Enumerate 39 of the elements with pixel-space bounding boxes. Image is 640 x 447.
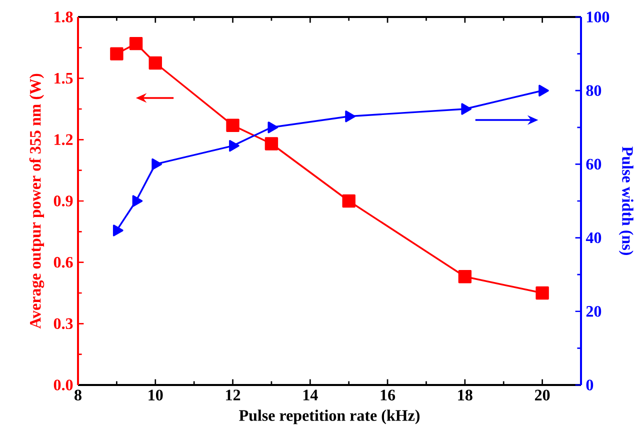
x-tick-label: 14 — [303, 390, 318, 400]
x-tick-label: 12 — [226, 390, 240, 400]
point — [345, 110, 356, 122]
y-tick-label: 0.0 — [54, 380, 73, 390]
y2-tick-label: 100 — [586, 12, 610, 22]
y2-tick-label: 0 — [586, 380, 594, 390]
y-axis-title: Average outpur power of 355 nm (W) — [29, 74, 44, 329]
point — [268, 122, 278, 134]
point — [536, 286, 549, 300]
x-tick-label: 16 — [380, 390, 396, 400]
y-tick-label: 1.5 — [54, 72, 73, 84]
point — [129, 36, 143, 50]
y-tick-label: 0.3 — [54, 318, 73, 330]
y-tick-label: 1.8 — [54, 12, 73, 22]
point — [132, 195, 143, 207]
point — [112, 224, 124, 236]
x-tick-label: 18 — [458, 390, 472, 400]
point — [461, 103, 472, 115]
y2-tick-label: 20 — [586, 306, 602, 317]
x-axis-title: Pulse repetition rate (kHz) — [239, 410, 420, 424]
point — [458, 270, 472, 284]
x-tick-label: 8 — [74, 390, 82, 400]
y2-axis-title: Pulse width (ns) — [618, 146, 634, 255]
x-tick-label: 10 — [148, 390, 163, 400]
point — [148, 56, 162, 70]
point — [152, 158, 162, 170]
point — [342, 194, 356, 208]
y2-tick-label: 40 — [586, 232, 602, 244]
point — [229, 140, 240, 152]
point — [538, 84, 549, 96]
point — [226, 118, 240, 132]
x-tick-label: 20 — [534, 390, 550, 400]
y-tick-label: 1.2 — [54, 134, 73, 146]
y-tick-label: 0.6 — [54, 256, 73, 268]
point — [264, 137, 278, 150]
y2-tick-label: 80 — [586, 85, 602, 96]
point — [110, 47, 124, 60]
y-tick-label: 0.9 — [54, 196, 73, 206]
y2-tick-label: 60 — [586, 158, 602, 170]
